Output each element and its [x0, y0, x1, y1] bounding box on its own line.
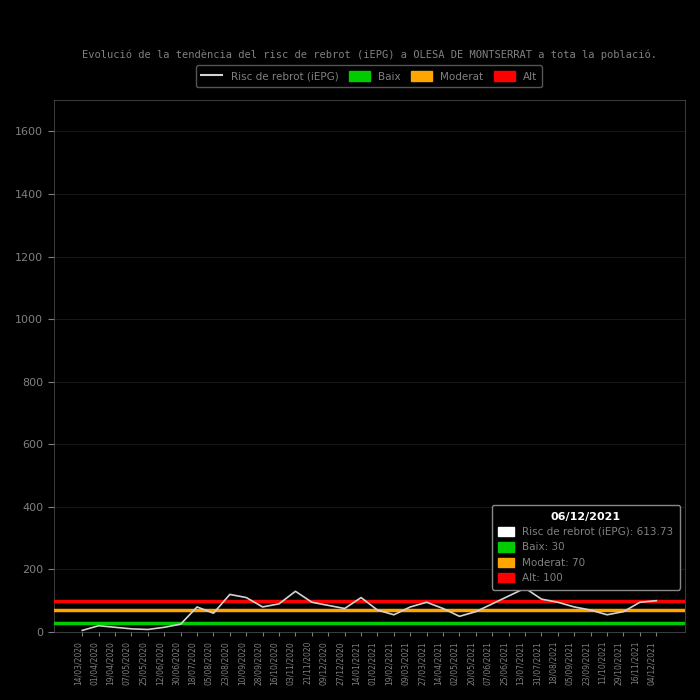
- Title: Evolució de la tendència del risc de rebrot (iEPG) a OLESA DE MONTSERRAT a tota : Evolució de la tendència del risc de reb…: [82, 50, 657, 60]
- Legend: Risc de rebrot (iEPG): 613.73, Baix: 30, Moderat: 70, Alt: 100: Risc de rebrot (iEPG): 613.73, Baix: 30,…: [492, 505, 680, 589]
